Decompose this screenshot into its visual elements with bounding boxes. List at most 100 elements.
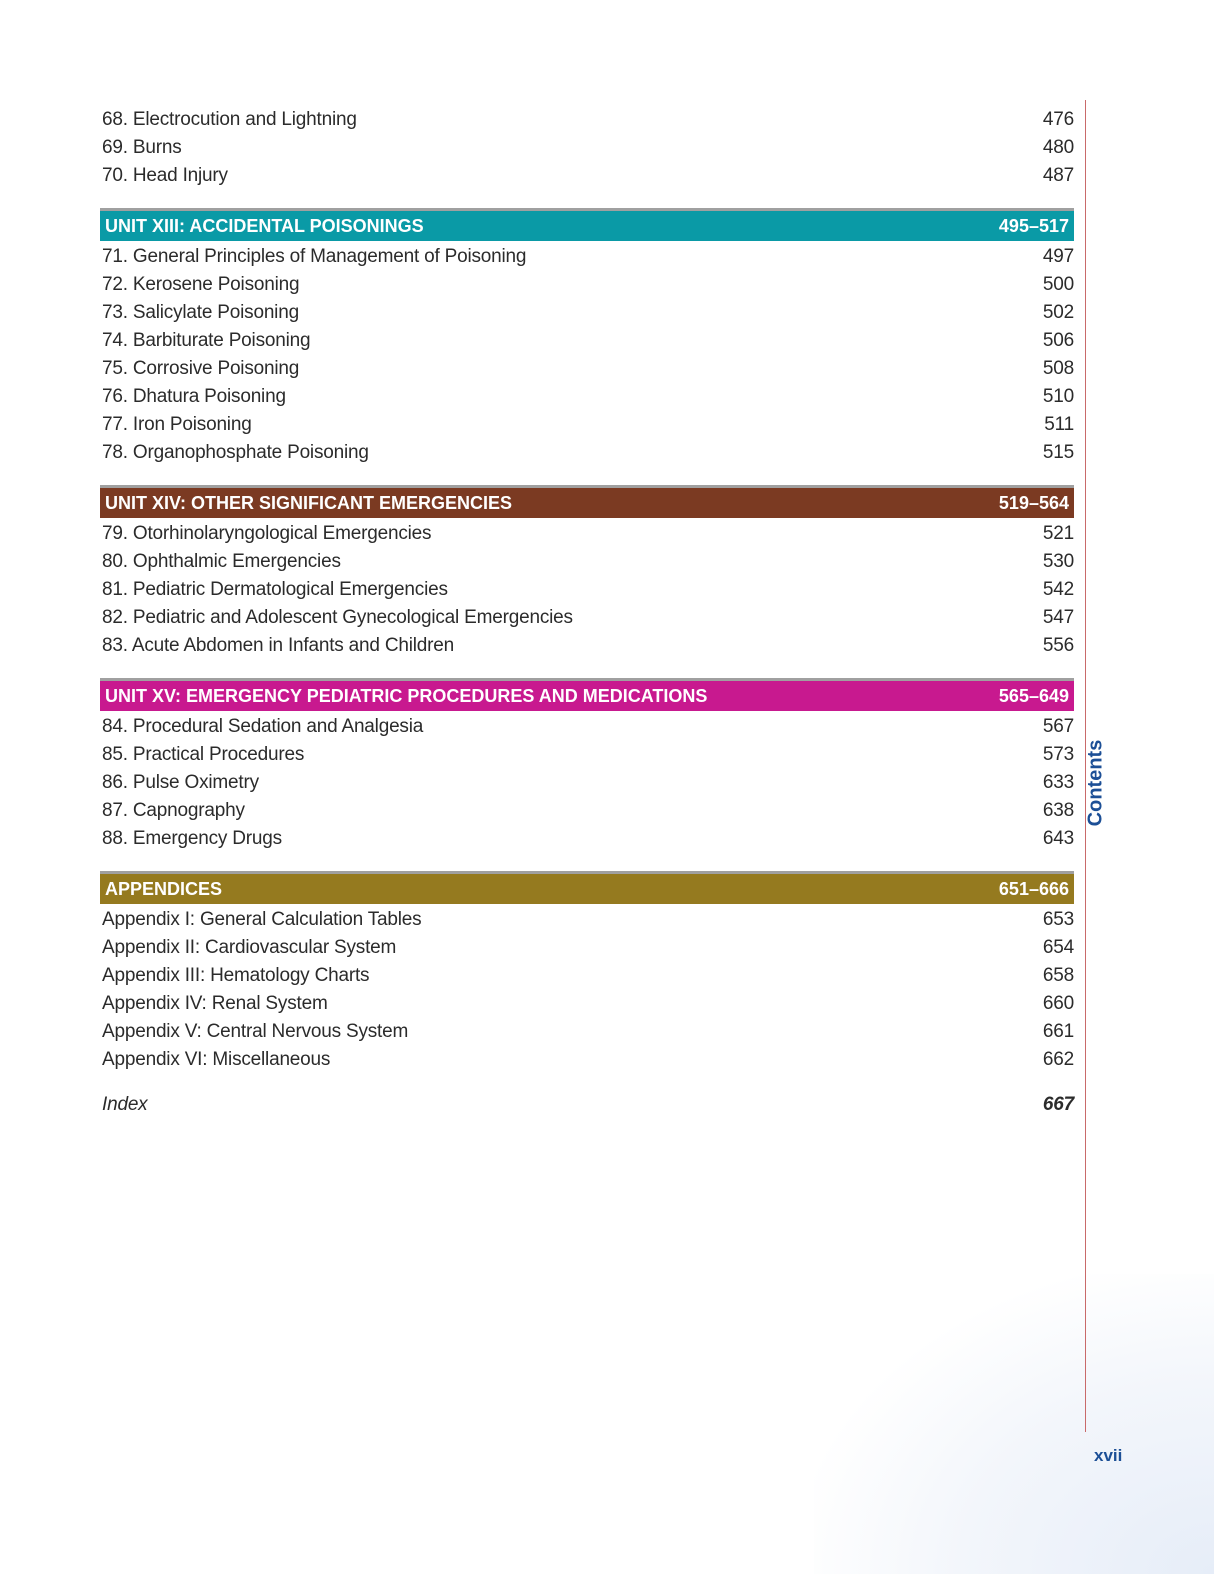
entry-page: 521 — [1042, 523, 1074, 544]
section-page-range: 519–564 — [998, 492, 1069, 513]
entry-page: 667 — [1042, 1094, 1074, 1115]
entry-title: 72. Kerosene Poisoning — [102, 274, 300, 295]
entry-title: 84. Procedural Sedation and Analgesia — [102, 716, 424, 737]
toc-entry[interactable]: 87. Capnography 638 — [100, 797, 1074, 825]
entry-title: 85. Practical Procedures — [102, 744, 305, 765]
toc-entry[interactable]: Appendix I: General Calculation Tables 65… — [100, 906, 1074, 934]
toc-entry[interactable]: 79. Otorhinolaryngological Emergencies 52… — [100, 520, 1074, 548]
toc-entry[interactable]: 78. Organophosphate Poisoning 515 — [100, 439, 1074, 467]
entry-page: 480 — [1042, 137, 1074, 158]
section-page-range: 565–649 — [998, 685, 1069, 706]
entry-page: 511 — [1044, 414, 1074, 435]
entry-page: 515 — [1042, 442, 1074, 463]
running-section-label: Contents — [1084, 739, 1107, 827]
entry-title: 80. Ophthalmic Emergencies — [102, 551, 341, 572]
entry-title: 68. Electrocution and Lightning — [102, 109, 357, 130]
section-heading[interactable]: UNIT XIV: OTHER SIGNIFICANT EMERGENCIES 5… — [100, 485, 1074, 518]
section-page-range: 495–517 — [998, 215, 1069, 236]
toc-entry[interactable]: 69. Burns 480 — [100, 134, 1074, 162]
entry-title: 71. General Principles of Management of … — [102, 246, 527, 267]
entry-title: 76. Dhatura Poisoning — [102, 386, 286, 407]
entry-page: 530 — [1042, 551, 1074, 572]
section-title: UNIT XIII: ACCIDENTAL POISONINGS — [105, 215, 424, 236]
entry-title: 82. Pediatric and Adolescent Gynecologic… — [102, 607, 573, 628]
entry-page: 476 — [1042, 109, 1074, 130]
entry-page: 643 — [1042, 828, 1074, 849]
toc-entry[interactable]: 77. Iron Poisoning 511 — [100, 411, 1074, 439]
index-entry[interactable]: Index 667 — [100, 1091, 1074, 1119]
entry-title: Appendix VI: Miscellaneous — [102, 1049, 331, 1070]
table-of-contents: 68. Electrocution and Lightning 476 69. Bu… — [100, 106, 1074, 1119]
entry-page: 573 — [1042, 744, 1074, 765]
toc-entry[interactable]: Appendix VI: Miscellaneous 662 — [100, 1046, 1074, 1074]
entry-page: 653 — [1042, 909, 1074, 930]
toc-entry[interactable]: Appendix II: Cardiovascular System 654 — [100, 934, 1074, 962]
entry-page: 658 — [1042, 965, 1074, 986]
toc-entry[interactable]: 86. Pulse Oximetry 633 — [100, 769, 1074, 797]
section-heading[interactable]: APPENDICES 651–666 — [100, 871, 1074, 904]
entry-title: Appendix V: Central Nervous System — [102, 1021, 409, 1042]
toc-entry[interactable]: Appendix IV: Renal System 660 — [100, 990, 1074, 1018]
toc-entry[interactable]: 81. Pediatric Dermatological Emergencies… — [100, 576, 1074, 604]
entry-page: 506 — [1042, 330, 1074, 351]
section-page-range: 651–666 — [998, 878, 1069, 899]
entry-title: 75. Corrosive Poisoning — [102, 358, 300, 379]
entry-title: Appendix I: General Calculation Tables — [102, 909, 422, 930]
toc-entry[interactable]: 80. Ophthalmic Emergencies 530 — [100, 548, 1074, 576]
entry-page: 502 — [1042, 302, 1074, 323]
entry-title: Appendix IV: Renal System — [102, 993, 328, 1014]
section-heading[interactable]: UNIT XIII: ACCIDENTAL POISONINGS 495–517 — [100, 208, 1074, 241]
toc-entry[interactable]: 74. Barbiturate Poisoning 506 — [100, 327, 1074, 355]
entry-title: 86. Pulse Oximetry — [102, 772, 259, 793]
entry-page: 662 — [1042, 1049, 1074, 1070]
toc-entry[interactable]: 85. Practical Procedures 573 — [100, 741, 1074, 769]
toc-entry[interactable]: 76. Dhatura Poisoning 510 — [100, 383, 1074, 411]
toc-entry[interactable]: 88. Emergency Drugs 643 — [100, 825, 1074, 853]
toc-entry[interactable]: Appendix III: Hematology Charts 658 — [100, 962, 1074, 990]
entry-page: 542 — [1042, 579, 1074, 600]
entry-title: 77. Iron Poisoning — [102, 414, 252, 435]
entry-page: 660 — [1042, 993, 1074, 1014]
toc-entry[interactable]: Appendix V: Central Nervous System 661 — [100, 1018, 1074, 1046]
page-background-gradient — [814, 1274, 1214, 1574]
page-number: xvii — [1094, 1446, 1123, 1465]
entry-title: Appendix III: Hematology Charts — [102, 965, 370, 986]
entry-title: 81. Pediatric Dermatological Emergencies — [102, 579, 448, 600]
entry-title: Index — [102, 1094, 148, 1115]
toc-entry[interactable]: 83. Acute Abdomen in Infants and Childre… — [100, 632, 1074, 660]
entry-title: 88. Emergency Drugs — [102, 828, 282, 849]
entry-page: 508 — [1042, 358, 1074, 379]
section-title: APPENDICES — [105, 878, 223, 899]
entry-title: 87. Capnography — [102, 800, 245, 821]
entry-page: 567 — [1042, 716, 1074, 737]
toc-entry[interactable]: 73. Salicylate Poisoning 502 — [100, 299, 1074, 327]
entry-title: 69. Burns — [102, 137, 182, 158]
entry-title: 83. Acute Abdomen in Infants and Childre… — [102, 635, 454, 656]
toc-entry[interactable]: 84. Procedural Sedation and Analgesia 567 — [100, 713, 1074, 741]
section-title: UNIT XV: EMERGENCY PEDIATRIC PROCEDURES … — [105, 685, 708, 706]
entry-page: 510 — [1042, 386, 1074, 407]
entry-title: 73. Salicylate Poisoning — [102, 302, 299, 323]
entry-title: 70. Head Injury — [102, 165, 228, 186]
entry-page: 633 — [1042, 772, 1074, 793]
toc-entry[interactable]: 68. Electrocution and Lightning 476 — [100, 106, 1074, 134]
toc-entry[interactable]: 82. Pediatric and Adolescent Gynecologic… — [100, 604, 1074, 632]
toc-entry[interactable]: 70. Head Injury 487 — [100, 162, 1074, 190]
toc-entry[interactable]: 75. Corrosive Poisoning 508 — [100, 355, 1074, 383]
entry-page: 556 — [1042, 635, 1074, 656]
entry-page: 654 — [1042, 937, 1074, 958]
entry-title: 74. Barbiturate Poisoning — [102, 330, 311, 351]
entry-page: 487 — [1042, 165, 1074, 186]
entry-page: 638 — [1042, 800, 1074, 821]
section-title: UNIT XIV: OTHER SIGNIFICANT EMERGENCIES — [105, 492, 513, 513]
entry-page: 547 — [1042, 607, 1074, 628]
toc-entry[interactable]: 72. Kerosene Poisoning 500 — [100, 271, 1074, 299]
section-heading[interactable]: UNIT XV: EMERGENCY PEDIATRIC PROCEDURES … — [100, 678, 1074, 711]
margin-rule — [1085, 100, 1086, 1432]
entry-page: 497 — [1042, 246, 1074, 267]
entry-page: 500 — [1042, 274, 1074, 295]
entry-page: 661 — [1042, 1021, 1074, 1042]
entry-title: 79. Otorhinolaryngological Emergencies — [102, 523, 432, 544]
toc-entry[interactable]: 71. General Principles of Management of … — [100, 243, 1074, 271]
entry-title: 78. Organophosphate Poisoning — [102, 442, 369, 463]
